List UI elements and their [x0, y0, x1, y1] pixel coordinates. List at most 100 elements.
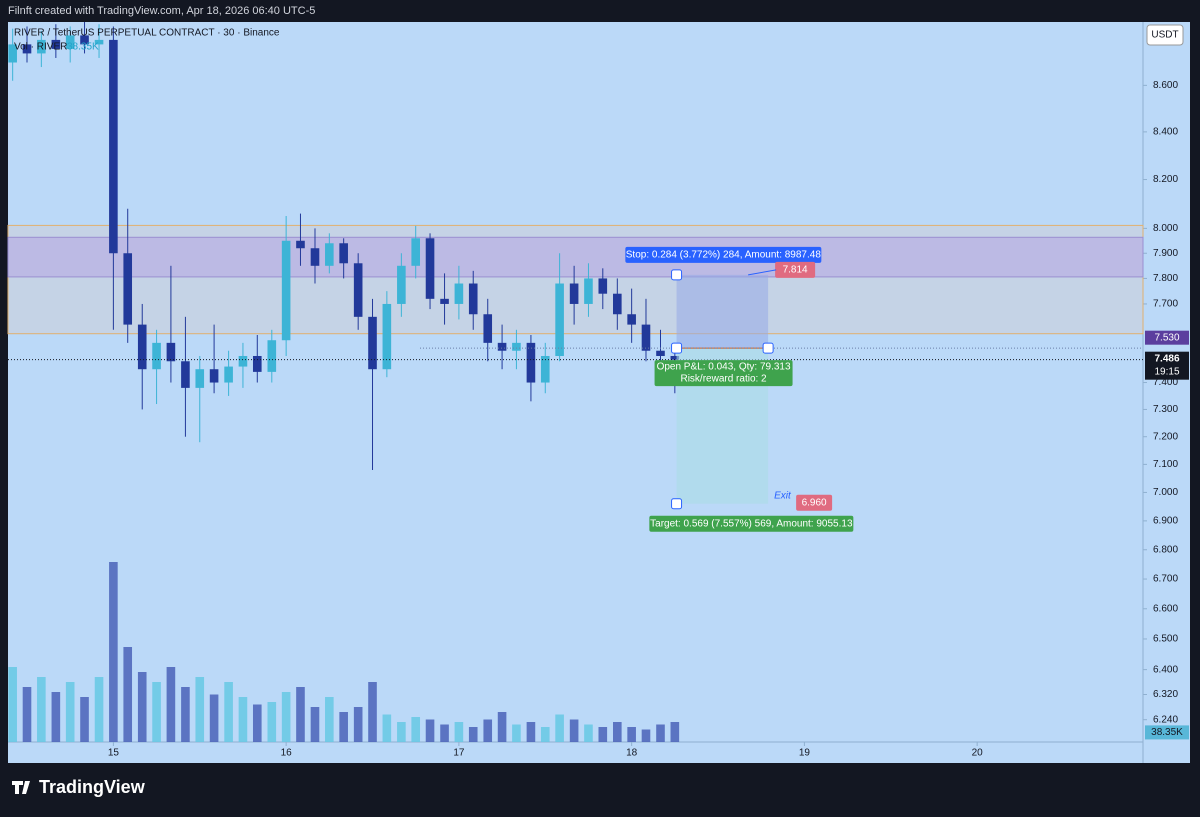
volume-bar [397, 722, 406, 742]
volume-bar [454, 722, 464, 742]
volume-bar [80, 697, 89, 742]
handle [762, 342, 774, 354]
chart-area [8, 22, 1190, 763]
volume-bar [497, 712, 507, 742]
y-tick-label: 6.600 [1153, 603, 1178, 614]
target-text-box [649, 515, 854, 532]
candle-body [497, 342, 507, 351]
volume-bar [425, 719, 435, 742]
stop-price-box [775, 261, 816, 278]
volume-last-label: 38.35K [1151, 727, 1183, 738]
y-tick-label: 6.400 [1153, 664, 1178, 675]
volume-bar [195, 677, 205, 742]
stop-zone [676, 274, 769, 349]
volume-bar [483, 719, 493, 742]
volume-bar [353, 707, 363, 742]
x-tick-label: 19 [799, 748, 811, 759]
volume-bar [152, 682, 161, 742]
candle-body [22, 44, 32, 54]
volume-bar [37, 677, 46, 742]
candle-body [310, 248, 320, 266]
candle-body [51, 39, 61, 49]
brand-name: TradingView [39, 777, 146, 797]
volume-bar [540, 727, 550, 742]
x-tick-label: 15 [108, 748, 120, 759]
alert-price-box [1145, 330, 1189, 345]
volume-bar [123, 647, 133, 742]
volume-bar [8, 667, 17, 742]
x-tick-label: 20 [972, 748, 984, 759]
volume-bar [656, 724, 665, 742]
candle-body [584, 278, 593, 304]
y-tick-label: 7.900 [1153, 248, 1178, 259]
volume-bar [137, 672, 147, 742]
volume-bar [526, 722, 536, 742]
volume-bar [109, 562, 118, 742]
y-tick-label: 7.200 [1153, 431, 1178, 442]
currency-label[interactable]: USDT [1151, 30, 1178, 41]
volume-bar [22, 687, 32, 742]
candle-body [512, 342, 521, 351]
candle-body [267, 340, 277, 372]
y-tick-label: 7.400 [1153, 377, 1178, 388]
candle-body [238, 355, 248, 367]
candle-body [65, 35, 75, 49]
volume-bar [670, 722, 680, 742]
candle-body [195, 369, 205, 388]
brand: TradingView [12, 777, 146, 797]
brand-logo [12, 781, 30, 794]
candle-body [526, 342, 536, 383]
candle-body [123, 253, 133, 325]
volume-bar [339, 712, 348, 742]
y-tick-label: 7.100 [1153, 459, 1178, 470]
candle-body [80, 35, 89, 45]
y-tick-label: 6.320 [1153, 689, 1178, 700]
candle-body [281, 240, 291, 341]
handle [671, 342, 683, 354]
y-tick-label: 7.700 [1153, 299, 1178, 310]
stop-text: Stop: 0.284 (3.772%) 284, Amount: 8987.4… [626, 250, 822, 261]
candle-body [37, 39, 46, 54]
volume-bar [267, 702, 277, 742]
volume-legend-value: 38.35K [67, 42, 99, 53]
y-tick-label: 8.000 [1153, 223, 1178, 234]
volume-bar [181, 687, 190, 742]
volume-bar [641, 729, 651, 742]
y-tick-label: 6.700 [1153, 574, 1178, 585]
volume-bar [468, 727, 478, 742]
volume-bar [555, 714, 564, 742]
caption: Filnft created with TradingView.com, Apr… [8, 5, 315, 17]
candle-body [555, 283, 564, 356]
rr-text: Risk/reward ratio: 2 [680, 374, 767, 385]
pnl-box [654, 360, 793, 387]
volume-bar [94, 677, 104, 742]
symbol-title: RIVER / TetherUS PERPETUAL CONTRACT · 30… [14, 28, 280, 39]
candle-body [411, 238, 421, 266]
volume-bar [512, 724, 521, 742]
candle-body [425, 238, 435, 299]
volume-bar [166, 667, 176, 742]
volume-bar [325, 697, 334, 742]
volume-last-box [1145, 725, 1189, 740]
candle-body [224, 366, 233, 383]
volume-bar [368, 682, 377, 742]
candle-body [209, 369, 219, 383]
candle-body [368, 316, 377, 370]
y-tick-label: 7.000 [1153, 487, 1178, 498]
candle-body [540, 355, 550, 383]
y-tick-label: 7.800 [1153, 273, 1178, 284]
currency-button[interactable] [1146, 24, 1184, 46]
volume-bar [382, 714, 392, 742]
target-price-box [796, 494, 833, 511]
volume-bar [51, 692, 61, 742]
volume-bar [613, 722, 622, 742]
x-tick-label: 17 [453, 748, 465, 759]
stop-price: 7.814 [783, 265, 808, 276]
volume-bar [281, 692, 291, 742]
candle-body [468, 283, 478, 315]
candle-body [569, 283, 579, 304]
candle-body [152, 342, 161, 370]
target-price: 6.960 [802, 497, 827, 508]
